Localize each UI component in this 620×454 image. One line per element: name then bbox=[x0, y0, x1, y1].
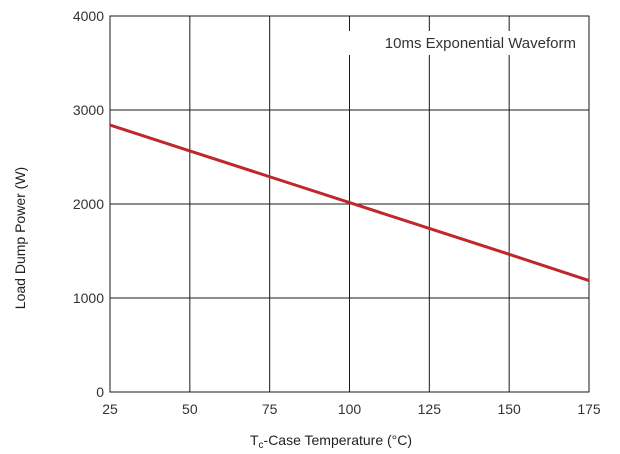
x-tick-label: 175 bbox=[577, 401, 601, 417]
x-tick-label: 150 bbox=[497, 401, 521, 417]
x-tick-label: 100 bbox=[338, 401, 362, 417]
plot-frame bbox=[109, 15, 590, 393]
x-tick-label: 75 bbox=[262, 401, 278, 417]
annotation-background bbox=[336, 31, 580, 55]
series-line bbox=[109, 123, 590, 283]
y-axis-title: Load Dump Power (W) bbox=[12, 167, 28, 309]
y-tick-label: 0 bbox=[96, 384, 104, 400]
y-tick-label: 3000 bbox=[73, 102, 104, 118]
x-tick-label: 125 bbox=[418, 401, 442, 417]
series-lines bbox=[109, 123, 590, 283]
y-tick-labels: 0 1000 2000 3000 4000 bbox=[73, 8, 104, 400]
y-tick-label: 2000 bbox=[73, 196, 104, 212]
x-axis-title-rest: -Case Temperature (°C) bbox=[264, 432, 413, 448]
y-tick-label: 1000 bbox=[73, 290, 104, 306]
x-tick-label: 50 bbox=[182, 401, 198, 417]
annotation-text: 10ms Exponential Waveform bbox=[385, 35, 576, 52]
x-axis-title-subscript: c bbox=[259, 440, 264, 451]
x-axis-title: Tc-Case Temperature (°C) bbox=[250, 432, 412, 451]
x-tick-labels: 25 50 75 100 125 150 175 bbox=[102, 401, 601, 417]
x-axis-title-t: T bbox=[250, 432, 259, 448]
y-tick-label: 4000 bbox=[73, 8, 104, 24]
x-tick-label: 25 bbox=[102, 401, 118, 417]
